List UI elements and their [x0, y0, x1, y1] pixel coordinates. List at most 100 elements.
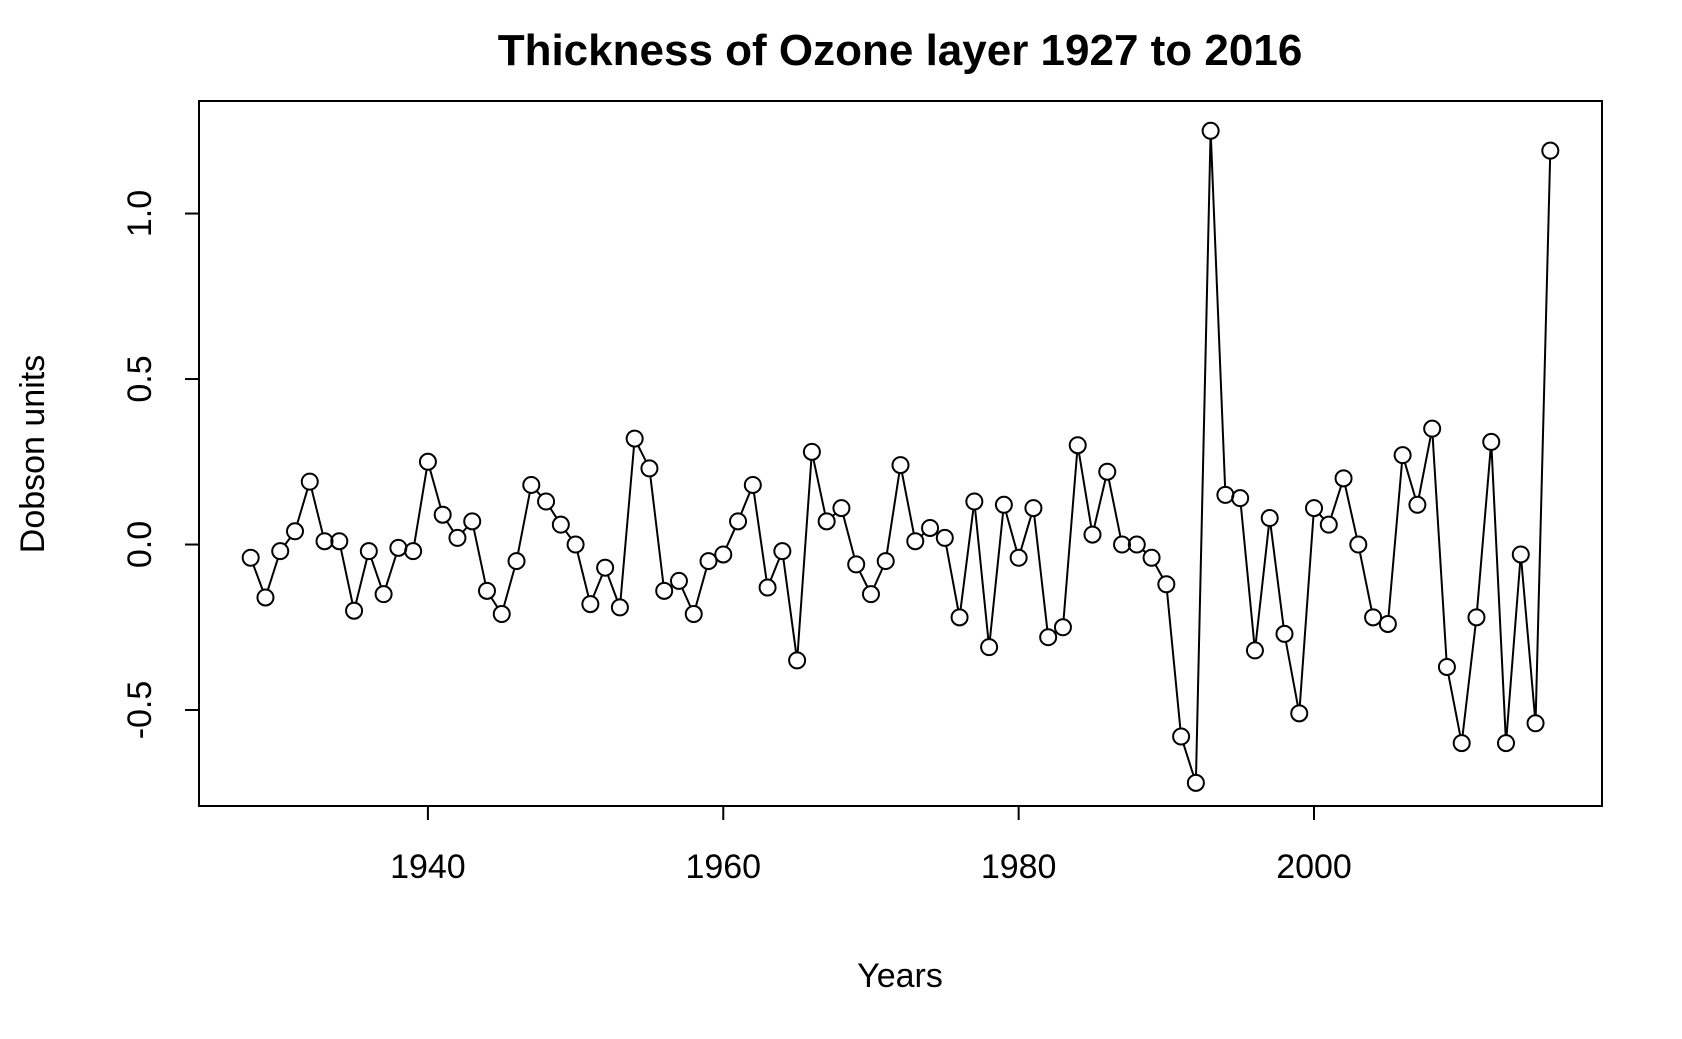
x-tick-label: 1940: [390, 848, 466, 886]
data-point: [1053, 618, 1072, 637]
chart-title: Thickness of Ozone layer 1927 to 2016: [498, 26, 1303, 75]
series-line-segment: [1005, 512, 1018, 551]
series-line-segment: [549, 507, 558, 519]
data-point: [1305, 499, 1324, 518]
data-point: [1511, 545, 1530, 564]
data-point: [1408, 495, 1427, 514]
y-tick-label: 0.5: [121, 355, 159, 402]
data-point: [832, 499, 851, 518]
series-line-segment: [1461, 625, 1477, 736]
series-line-segment: [945, 545, 960, 610]
data-point: [965, 492, 984, 511]
series-line-segment: [842, 515, 856, 557]
series-line-segment: [296, 489, 309, 524]
data-point: [1245, 641, 1264, 660]
data-point: [817, 512, 836, 531]
data-point: [655, 581, 674, 600]
series-line-segment: [619, 446, 635, 600]
data-point: [1452, 734, 1471, 753]
data-point: [359, 542, 378, 561]
data-point: [1098, 462, 1117, 481]
series-line-segment: [284, 537, 292, 546]
series-line-segment: [517, 492, 531, 554]
series-line-segment: [446, 520, 454, 532]
plot-frame: [198, 100, 1603, 807]
data-point: [847, 555, 866, 574]
data-point: [1437, 657, 1456, 676]
x-tick-label: 1980: [981, 848, 1057, 886]
data-point: [743, 475, 762, 494]
series-line-segment: [1254, 525, 1270, 643]
series-line-segment: [1209, 138, 1227, 487]
data-point: [1541, 141, 1560, 160]
data-point: [699, 552, 718, 571]
data-point: [980, 638, 999, 657]
data-point: [669, 571, 688, 590]
y-axis: -0.5 0.0 0.5 1.0: [121, 190, 200, 740]
data-point: [492, 605, 511, 624]
series-line-segment: [959, 509, 975, 610]
series-line-segment: [355, 558, 368, 604]
data-point: [1467, 608, 1486, 627]
series-line-segment: [1298, 516, 1315, 706]
data-point: [640, 459, 659, 478]
series-line-segment: [1033, 515, 1049, 630]
data-point: [1201, 121, 1220, 140]
data-point: [241, 548, 260, 567]
series-line-segment: [1358, 552, 1373, 610]
y-tick-label: 0.0: [121, 521, 159, 568]
data-point: [1319, 515, 1338, 534]
data-point: [1260, 509, 1279, 528]
series-line-segment: [873, 567, 884, 588]
series-line-segment: [637, 445, 647, 462]
series-line-segment: [974, 509, 990, 640]
data-point: [935, 528, 954, 547]
series-line-segment: [252, 564, 264, 591]
series-line-segment: [1330, 485, 1343, 518]
series-line-segment: [266, 558, 279, 591]
data-point: [610, 598, 629, 617]
data-point: [271, 542, 290, 561]
series-line-segment: [564, 530, 572, 539]
series-line-segment: [1166, 592, 1182, 729]
data-point: [788, 651, 807, 670]
series-line-segment: [472, 528, 487, 584]
series-line-segment: [649, 476, 665, 584]
data-point: [891, 456, 910, 475]
data-point: [566, 535, 585, 554]
series-line-segment: [1403, 462, 1417, 498]
data-point: [906, 532, 925, 551]
data-point: [950, 608, 969, 627]
data-point: [256, 588, 275, 607]
data-point: [418, 452, 437, 471]
data-point: [1172, 727, 1191, 746]
series-line-segment: [1078, 452, 1093, 527]
series-line-segment: [752, 492, 768, 580]
data-point: [1127, 535, 1146, 554]
series-line-segment: [1534, 158, 1552, 716]
data-point: [1378, 614, 1397, 633]
data-point: [1526, 714, 1545, 733]
series-line-segment: [1431, 436, 1448, 660]
series-line-segment: [782, 558, 798, 653]
series-line-segment: [694, 568, 708, 607]
data-point: [1364, 608, 1383, 627]
data-point: [330, 532, 349, 551]
data-point: [802, 442, 821, 461]
series-line-segment: [576, 552, 590, 597]
y-tick-label: -0.5: [121, 681, 159, 740]
series-line-segment: [988, 512, 1005, 640]
data-point: [537, 492, 556, 511]
data-point: [994, 495, 1013, 514]
series-line-segment: [339, 548, 354, 604]
data-point: [285, 522, 304, 541]
series-line-segment: [370, 558, 382, 587]
series-line-segment: [1062, 453, 1079, 620]
data-point: [1216, 485, 1235, 504]
data-point: [551, 515, 570, 534]
series-line-segment: [740, 491, 751, 515]
data-point: [1142, 548, 1161, 567]
data-point: [1231, 489, 1250, 508]
